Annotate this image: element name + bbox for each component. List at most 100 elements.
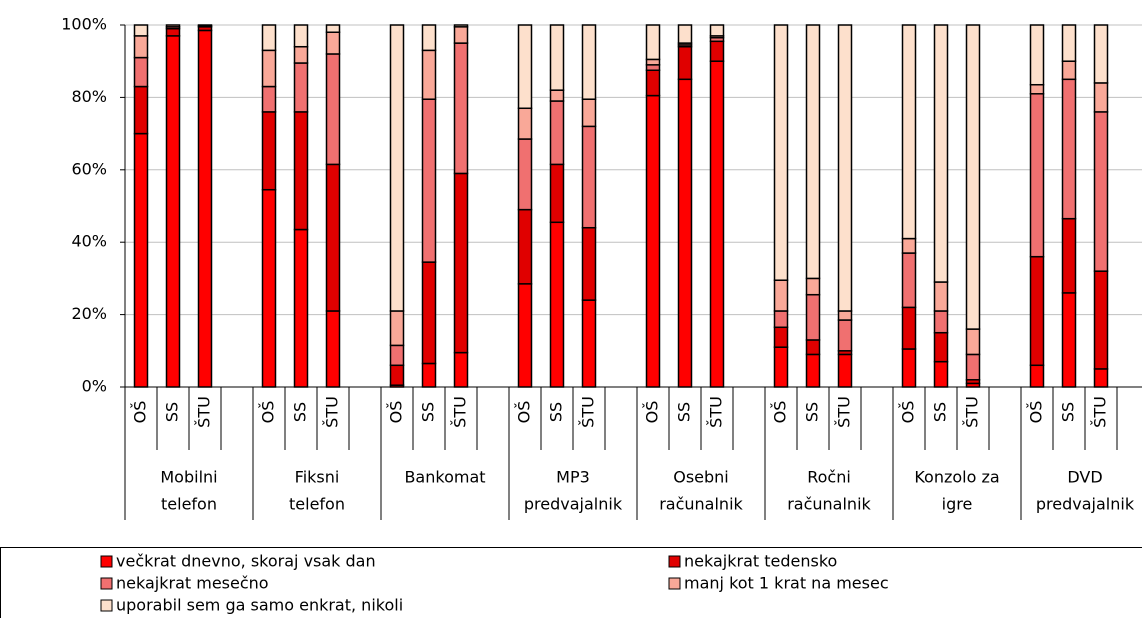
bar-segment xyxy=(709,60,725,388)
bar-segment xyxy=(901,348,917,388)
bar-segment xyxy=(165,35,181,388)
bar-segment xyxy=(773,346,789,388)
legend-swatch xyxy=(100,577,113,590)
bar-segment xyxy=(549,89,565,102)
bar-segment xyxy=(421,98,437,263)
x-tick-label: OŠ xyxy=(643,401,662,424)
bar-segment xyxy=(197,24,213,27)
bar-segment xyxy=(133,56,149,88)
bar-segment xyxy=(709,24,725,37)
bar-segment xyxy=(837,353,853,388)
bar-segment xyxy=(1093,270,1109,370)
legend-swatch xyxy=(100,555,113,568)
y-tick-label: 80% xyxy=(71,87,107,106)
bar-segment xyxy=(1093,111,1109,272)
x-tick-label: OŠ xyxy=(771,401,790,424)
bar-segment xyxy=(901,24,917,240)
bar-segment xyxy=(165,27,181,37)
bar-segment xyxy=(805,353,821,388)
group-label: predvajalnik xyxy=(1036,495,1135,514)
bar-segment xyxy=(293,228,309,388)
bar-segment xyxy=(1061,292,1077,388)
bar-segment xyxy=(517,283,533,388)
x-tick-label: OŠ xyxy=(131,401,150,424)
x-tick-label: ŠTU xyxy=(579,396,598,428)
legend-swatch xyxy=(100,599,113,612)
bar-segment xyxy=(517,208,533,285)
bar-segment xyxy=(933,310,949,334)
bar-segment xyxy=(645,64,661,71)
legend-label: večkrat dnevno, skoraj vsak dan xyxy=(116,552,376,571)
bar-segment xyxy=(453,42,469,175)
x-tick-label: ŠTU xyxy=(835,396,854,428)
group-label: računalnik xyxy=(659,495,743,514)
bar-segment xyxy=(421,49,437,100)
bar-segment xyxy=(581,24,597,100)
bar-segment xyxy=(805,24,821,280)
bar-segment xyxy=(901,306,917,350)
bar-segment xyxy=(261,24,277,52)
group-label: DVD xyxy=(1067,468,1102,487)
bar-segment xyxy=(1093,82,1109,113)
bar-segment xyxy=(581,299,597,388)
bar-segment xyxy=(581,226,597,301)
bar-segment xyxy=(453,172,469,354)
bar-segment xyxy=(549,221,565,388)
bar-segment xyxy=(837,319,853,352)
group-label: računalnik xyxy=(787,495,871,514)
x-tick-label: SS xyxy=(547,402,566,422)
bar-segment xyxy=(517,138,533,211)
bar-segment xyxy=(1093,24,1109,84)
bar-segment xyxy=(773,326,789,348)
bar-segment xyxy=(805,277,821,296)
bar-segment xyxy=(1029,83,1045,95)
bar-segment xyxy=(325,24,341,33)
x-tick-label: ŠTU xyxy=(451,396,470,428)
bar-segment xyxy=(133,132,149,388)
x-tick-label: SS xyxy=(1059,402,1078,422)
x-tick-label: ŠTU xyxy=(963,396,982,428)
bar-segment xyxy=(933,360,949,388)
bar-segment xyxy=(1061,217,1077,294)
x-tick-label: SS xyxy=(803,402,822,422)
bar-segment xyxy=(1061,60,1077,81)
bar-segment xyxy=(453,26,469,44)
bar-segment xyxy=(1061,24,1077,62)
x-tick-label: OŠ xyxy=(515,401,534,424)
bar-segment xyxy=(901,252,917,309)
bar-segment xyxy=(293,62,309,113)
x-tick-label: SS xyxy=(419,402,438,422)
bar-segment xyxy=(133,85,149,135)
bar-segment xyxy=(389,310,405,347)
bar-segment xyxy=(677,24,693,44)
bar-segment xyxy=(677,45,693,81)
bar-segment xyxy=(965,24,981,330)
bar-segment xyxy=(133,24,149,37)
group-label: Mobilni xyxy=(160,468,217,487)
legend-label: uporabil sem ga samo enkrat, nikoli xyxy=(116,596,403,615)
bar-segment xyxy=(517,24,533,110)
group-label: telefon xyxy=(289,495,345,514)
bar-segment xyxy=(389,344,405,367)
y-tick-label: 0% xyxy=(82,377,107,396)
bar-segment xyxy=(261,188,277,388)
x-tick-label: SS xyxy=(931,402,950,422)
bar-segment xyxy=(389,24,405,312)
group-label: Fiksni xyxy=(295,468,340,487)
x-tick-label: SS xyxy=(675,402,694,422)
legend-label: nekajkrat mesečno xyxy=(116,574,269,593)
bar-segment xyxy=(773,24,789,281)
bar-segment xyxy=(805,339,821,356)
bar-segment xyxy=(581,125,597,229)
bar-segment xyxy=(261,85,277,113)
x-tick-label: ŠTU xyxy=(707,396,726,428)
bar-segment xyxy=(421,261,437,365)
group-label: MP3 xyxy=(556,468,590,487)
bar-segment xyxy=(709,40,725,62)
bar-segment xyxy=(933,24,949,283)
bar-segment xyxy=(517,107,533,140)
legend-swatch xyxy=(668,555,681,568)
bar-segment xyxy=(965,328,981,356)
bar-segment xyxy=(293,111,309,231)
